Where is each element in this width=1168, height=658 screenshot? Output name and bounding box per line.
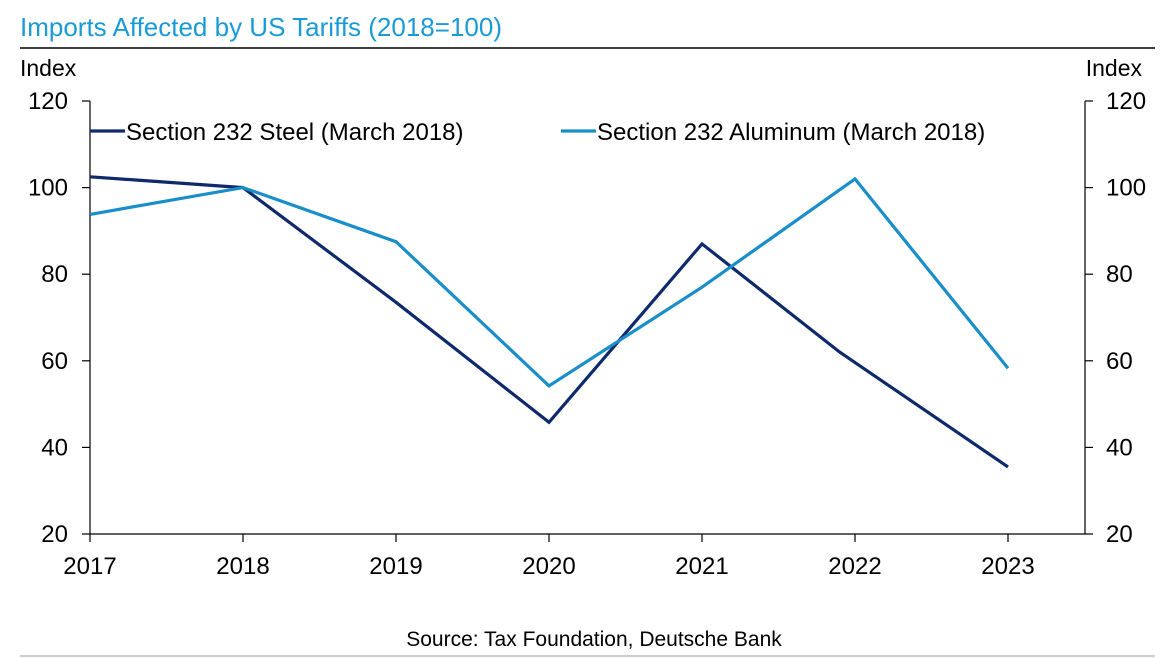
x-tick-label: 2020 (522, 553, 575, 580)
series-line-aluminum (89, 176, 1010, 388)
left-tick-label: 120 (28, 88, 68, 115)
series-lines (89, 175, 1010, 469)
left-tick-label: 100 (28, 175, 68, 202)
x-tick-label: 2018 (216, 553, 269, 580)
left-tick-label: 20 (41, 521, 68, 548)
right-axis-title: Index (1086, 55, 1143, 81)
legend: Section 232 Steel (March 2018) Section 23… (90, 119, 985, 146)
right-tick-label: 80 (1106, 261, 1133, 288)
right-tick-label: 20 (1106, 521, 1133, 548)
left-tick-label: 60 (41, 348, 68, 375)
right-tick-label: 40 (1106, 434, 1133, 461)
right-tick-label: 100 (1106, 175, 1146, 202)
x-tick-label: 2021 (675, 553, 728, 580)
x-tick-label: 2019 (369, 553, 422, 580)
right-tick-label: 120 (1106, 88, 1146, 115)
right-tick-label: 60 (1106, 348, 1133, 375)
left-tick-label: 80 (41, 261, 68, 288)
x-tick-label: 2023 (981, 553, 1034, 580)
series-line-steel (89, 175, 1009, 469)
x-tick-label: 2022 (828, 553, 881, 580)
legend-label: Section 232 Steel (March 2018) (126, 119, 464, 146)
left-axis-title: Index (20, 55, 77, 81)
legend-label: Section 232 Aluminum (March 2018) (597, 119, 985, 146)
x-tick-label: 2017 (63, 553, 116, 580)
source-note: Source: Tax Foundation, Deutsche Bank (406, 628, 782, 651)
left-tick-label: 40 (41, 434, 68, 461)
chart-title: Imports Affected by US Tariffs (2018=100… (20, 12, 502, 42)
